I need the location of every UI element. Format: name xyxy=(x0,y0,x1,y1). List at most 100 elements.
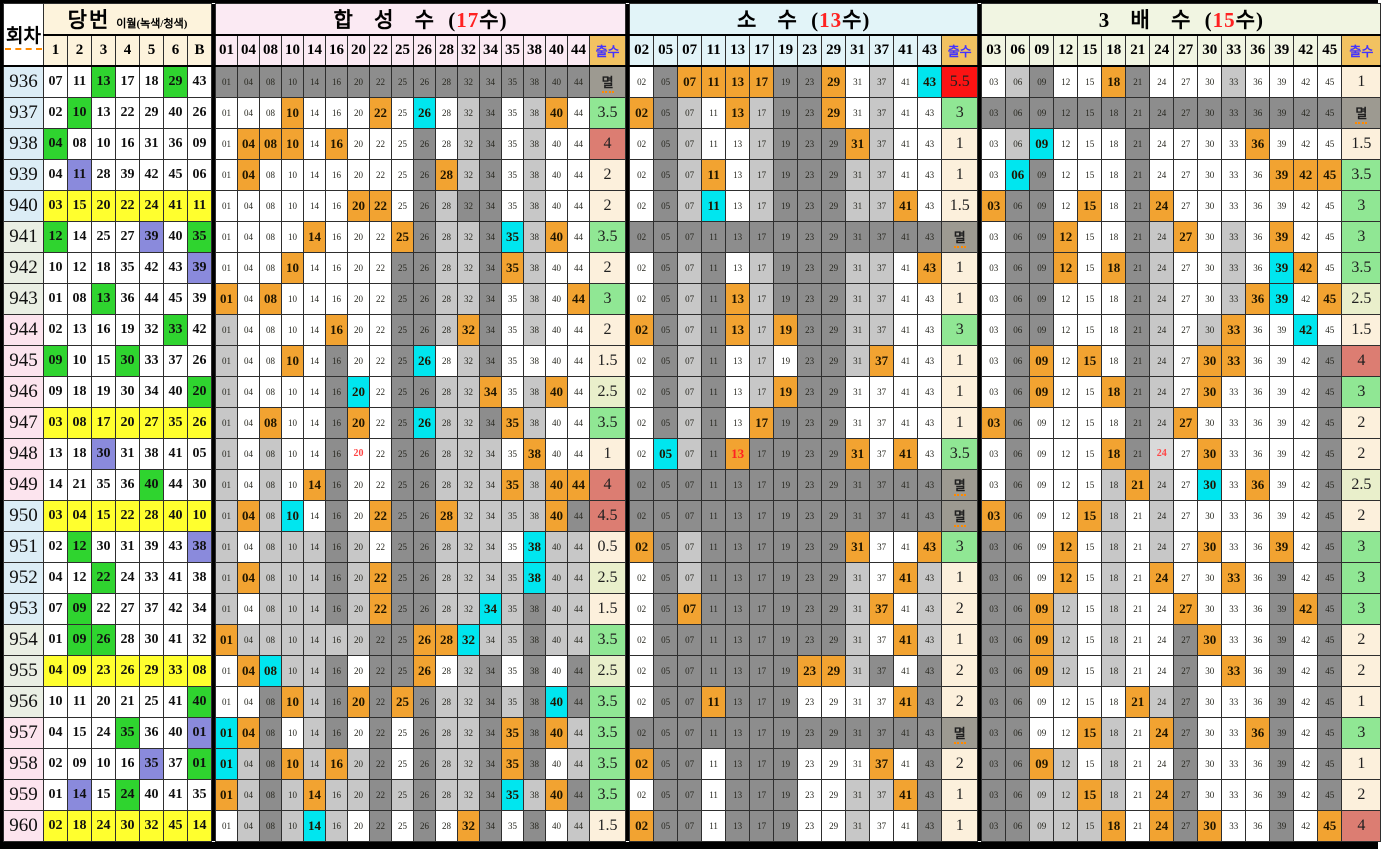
grid-cell-hapseong-40[interactable]: 40 xyxy=(545,313,568,346)
grid-cell-hapseong-35[interactable]: 35 xyxy=(501,778,524,811)
grid-cell-hapseong-20[interactable]: 20 xyxy=(347,344,370,377)
grid-cell-hapseong-34[interactable]: 34 xyxy=(479,685,502,718)
grid-cell-hapseong-35[interactable]: 35 xyxy=(501,375,524,408)
grid-cell-sosu-02[interactable]: 02 xyxy=(629,747,655,780)
grid-cell-baesu-06[interactable]: 06 xyxy=(1005,375,1031,408)
grid-cell-baesu-27[interactable]: 27 xyxy=(1173,96,1199,129)
grid-cell-baesu-15[interactable]: 15 xyxy=(1077,747,1103,780)
win-number-cell[interactable]: 12 xyxy=(43,220,68,253)
grid-cell-sosu-13[interactable]: 13 xyxy=(725,251,751,284)
chulsu-value-baesu[interactable]: 2 xyxy=(1341,499,1382,532)
grid-cell-hapseong-44[interactable]: 44 xyxy=(567,313,590,346)
grid-cell-sosu-43[interactable]: 43 xyxy=(917,809,943,842)
grid-cell-sosu-05[interactable]: 05 xyxy=(653,251,679,284)
win-number-cell[interactable]: 42 xyxy=(163,592,188,625)
chulsu-value-sosu[interactable]: 1 xyxy=(941,809,979,842)
grid-cell-sosu-13[interactable]: 13 xyxy=(725,747,751,780)
grid-cell-hapseong-10[interactable]: 10 xyxy=(281,561,304,594)
grid-cell-hapseong-40[interactable]: 40 xyxy=(545,592,568,625)
win-number-cell[interactable]: 18 xyxy=(67,375,92,408)
grid-cell-hapseong-20[interactable]: 20 xyxy=(347,778,370,811)
grid-cell-baesu-36[interactable]: 36 xyxy=(1245,282,1271,315)
grid-cell-sosu-07[interactable]: 07 xyxy=(677,592,703,625)
win-number-cell[interactable]: 28 xyxy=(91,158,116,191)
win-number-cell[interactable]: 41 xyxy=(163,189,188,222)
grid-cell-baesu-36[interactable]: 36 xyxy=(1245,623,1271,656)
win-number-cell[interactable]: 13 xyxy=(91,282,116,315)
grid-cell-sosu-11[interactable]: 11 xyxy=(701,592,727,625)
grid-cell-baesu-03[interactable]: 03 xyxy=(981,96,1007,129)
grid-cell-sosu-41[interactable]: 41 xyxy=(893,747,919,780)
grid-cell-baesu-12[interactable]: 12 xyxy=(1053,530,1079,563)
grid-cell-sosu-17[interactable]: 17 xyxy=(749,592,775,625)
grid-cell-sosu-43[interactable]: 43 xyxy=(917,778,943,811)
chulsu-value-sosu[interactable]: 1 xyxy=(941,375,979,408)
grid-cell-baesu-30[interactable]: 30 xyxy=(1197,623,1223,656)
grid-cell-baesu-12[interactable]: 12 xyxy=(1053,344,1079,377)
grid-cell-sosu-13[interactable]: 13 xyxy=(725,468,751,501)
win-number-cell[interactable]: 04 xyxy=(43,654,68,687)
grid-cell-hapseong-25[interactable]: 25 xyxy=(391,406,414,439)
win-number-cell[interactable]: 37 xyxy=(163,747,188,780)
grid-cell-sosu-13[interactable]: 13 xyxy=(725,375,751,408)
grid-cell-hapseong-32[interactable]: 32 xyxy=(457,313,480,346)
win-number-cell[interactable]: 10 xyxy=(43,685,68,718)
chulsu-value-hapseong[interactable]: 2.5 xyxy=(588,561,627,594)
grid-cell-sosu-13[interactable]: 13 xyxy=(725,127,751,160)
chulsu-value-sosu[interactable]: 5.5 xyxy=(941,65,979,98)
grid-cell-baesu-21[interactable]: 21 xyxy=(1125,592,1151,625)
grid-cell-hapseong-38[interactable]: 38 xyxy=(523,685,546,718)
grid-cell-baesu-45[interactable]: 45 xyxy=(1317,747,1343,780)
grid-cell-baesu-45[interactable]: 45 xyxy=(1317,716,1343,749)
grid-cell-sosu-05[interactable]: 05 xyxy=(653,406,679,439)
grid-cell-sosu-07[interactable]: 07 xyxy=(677,344,703,377)
chulsu-value-sosu[interactable]: 멸 xyxy=(941,220,979,253)
grid-cell-baesu-06[interactable]: 06 xyxy=(1005,282,1031,315)
grid-cell-sosu-41[interactable]: 41 xyxy=(893,809,919,842)
grid-cell-sosu-19[interactable]: 19 xyxy=(773,778,799,811)
grid-cell-hapseong-16[interactable]: 16 xyxy=(325,499,348,532)
grid-cell-hapseong-38[interactable]: 38 xyxy=(523,530,546,563)
grid-cell-sosu-29[interactable]: 29 xyxy=(821,809,847,842)
win-number-cell[interactable]: 22 xyxy=(115,96,140,129)
grid-cell-sosu-29[interactable]: 29 xyxy=(821,561,847,594)
grid-cell-hapseong-10[interactable]: 10 xyxy=(281,499,304,532)
grid-cell-sosu-05[interactable]: 05 xyxy=(653,127,679,160)
grid-cell-hapseong-10[interactable]: 10 xyxy=(281,716,304,749)
grid-cell-sosu-02[interactable]: 02 xyxy=(629,499,655,532)
grid-cell-baesu-30[interactable]: 30 xyxy=(1197,654,1223,687)
grid-cell-sosu-17[interactable]: 17 xyxy=(749,437,775,470)
chulsu-value-hapseong[interactable]: 4.5 xyxy=(588,499,627,532)
grid-cell-sosu-05[interactable]: 05 xyxy=(653,96,679,129)
grid-cell-baesu-03[interactable]: 03 xyxy=(981,65,1007,98)
grid-cell-baesu-18[interactable]: 18 xyxy=(1101,685,1127,718)
grid-cell-sosu-07[interactable]: 07 xyxy=(677,468,703,501)
grid-cell-sosu-37[interactable]: 37 xyxy=(869,468,895,501)
grid-cell-baesu-42[interactable]: 42 xyxy=(1293,189,1319,222)
grid-cell-hapseong-14[interactable]: 14 xyxy=(303,592,326,625)
grid-cell-baesu-39[interactable]: 39 xyxy=(1269,127,1295,160)
chulsu-value-sosu[interactable]: 1 xyxy=(941,778,979,811)
chulsu-value-hapseong[interactable]: 4 xyxy=(588,468,627,501)
grid-cell-sosu-41[interactable]: 41 xyxy=(893,189,919,222)
grid-cell-hapseong-04[interactable]: 04 xyxy=(237,65,260,98)
chulsu-value-hapseong[interactable]: 3.5 xyxy=(588,96,627,129)
grid-cell-sosu-13[interactable]: 13 xyxy=(725,623,751,656)
win-number-cell[interactable]: 28 xyxy=(115,623,140,656)
grid-cell-hapseong-40[interactable]: 40 xyxy=(545,127,568,160)
win-number-cell[interactable]: 17 xyxy=(115,65,140,98)
grid-cell-hapseong-08[interactable]: 08 xyxy=(259,468,282,501)
grid-cell-sosu-23[interactable]: 23 xyxy=(797,251,823,284)
grid-cell-sosu-43[interactable]: 43 xyxy=(917,468,943,501)
grid-cell-baesu-39[interactable]: 39 xyxy=(1269,623,1295,656)
grid-cell-hapseong-28[interactable]: 28 xyxy=(435,561,458,594)
grid-cell-baesu-03[interactable]: 03 xyxy=(981,561,1007,594)
win-number-cell[interactable]: 08 xyxy=(67,127,92,160)
grid-cell-hapseong-10[interactable]: 10 xyxy=(281,189,304,222)
grid-cell-baesu-09[interactable]: 09 xyxy=(1029,127,1055,160)
grid-cell-baesu-12[interactable]: 12 xyxy=(1053,127,1079,160)
chulsu-value-hapseong[interactable]: 멸 xyxy=(588,65,627,98)
grid-cell-baesu-27[interactable]: 27 xyxy=(1173,654,1199,687)
grid-cell-hapseong-08[interactable]: 08 xyxy=(259,592,282,625)
round-cell[interactable]: 942 xyxy=(3,251,44,284)
